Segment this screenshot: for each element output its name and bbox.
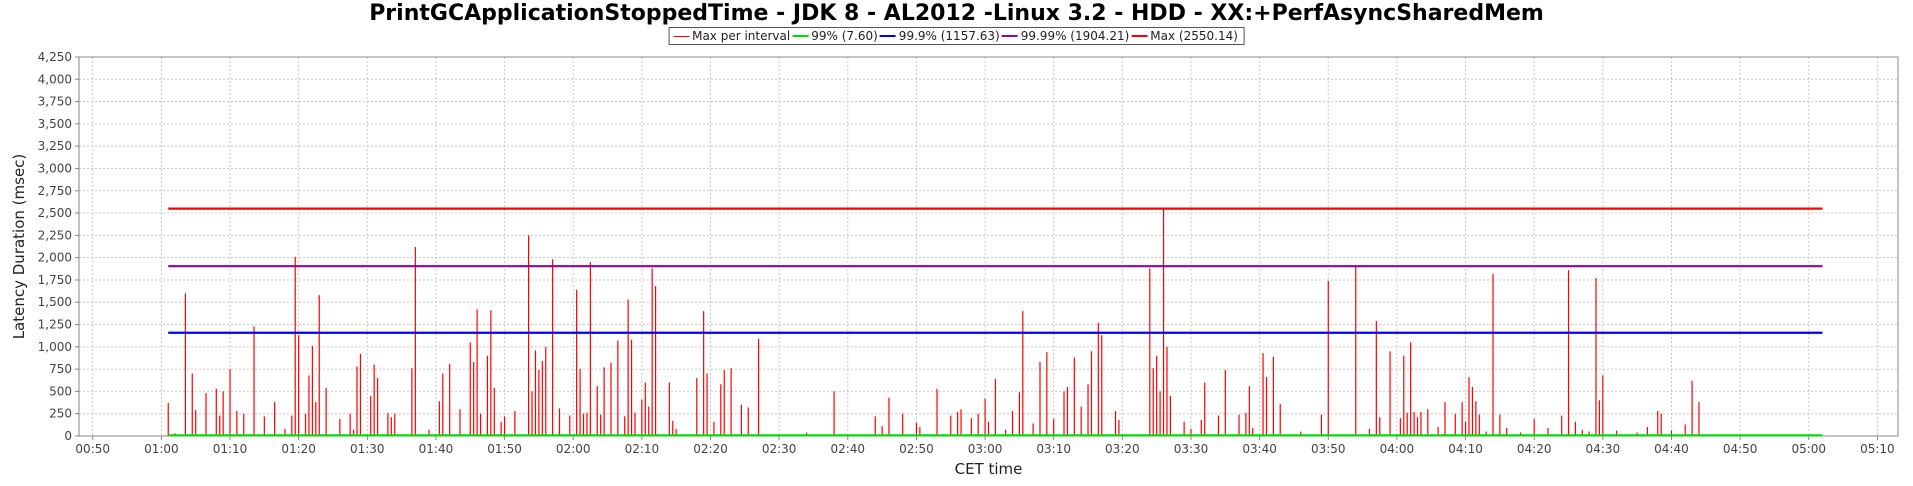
y-tick-label: 4,250: [38, 50, 72, 64]
x-tick-label: 04:50: [1723, 442, 1758, 456]
x-tick-label: 04:20: [1517, 442, 1552, 456]
x-tick-label: 03:30: [1174, 442, 1209, 456]
x-tick-label: 02:10: [625, 442, 660, 456]
y-tick-label: 1,250: [38, 318, 72, 332]
plot-background: [79, 57, 1898, 436]
legend-item-p9999: 99.99% (1904.21): [1001, 29, 1130, 43]
x-tick-label: 02:40: [830, 442, 865, 456]
x-tick-label: 02:20: [693, 442, 728, 456]
legend-item-max: Max (2550.14): [1131, 29, 1238, 43]
x-tick-label: 03:00: [968, 442, 1003, 456]
legend-label: Max per interval: [692, 29, 791, 43]
legend-item-p999: 99.9% (1157.63): [879, 29, 1000, 43]
x-tick-label: 01:20: [281, 442, 316, 456]
x-tick-label: 02:30: [762, 442, 797, 456]
x-tick-label: 03:20: [1105, 442, 1140, 456]
x-tick-label: 04:30: [1586, 442, 1621, 456]
x-tick-label: 01:00: [144, 442, 179, 456]
x-tick-label: 05:10: [1860, 442, 1895, 456]
y-tick-label: 750: [49, 362, 72, 376]
legend-item-p99: 99% (7.60): [792, 29, 878, 43]
legend-swatch: [879, 35, 896, 37]
x-tick-label: 03:10: [1036, 442, 1071, 456]
legend-item-max-per-interval: Max per interval: [673, 29, 790, 43]
x-tick-label: 01:10: [213, 442, 248, 456]
y-axis-label: Latency Duration (msec): [10, 154, 28, 340]
y-tick-label: 2,250: [38, 228, 72, 242]
x-tick-label: 04:40: [1654, 442, 1689, 456]
x-tick-label: 01:50: [487, 442, 522, 456]
y-tick-label: 3,500: [38, 117, 72, 131]
x-tick-label: 03:40: [1242, 442, 1277, 456]
y-tick-label: 2,750: [38, 184, 72, 198]
x-tick-label: 00:50: [75, 442, 110, 456]
y-tick-label: 3,750: [38, 95, 72, 109]
y-tick-label: 1,000: [38, 340, 72, 354]
legend-swatch: [792, 35, 809, 37]
x-tick-label: 03:50: [1311, 442, 1346, 456]
legend-swatch: [1131, 35, 1148, 37]
x-tick-label: 04:10: [1448, 442, 1483, 456]
x-axis-label: CET time: [955, 460, 1023, 478]
x-tick-label: 04:00: [1380, 442, 1415, 456]
y-tick-label: 3,000: [38, 161, 72, 175]
x-tick-label: 02:50: [899, 442, 934, 456]
y-tick-label: 0: [64, 429, 72, 443]
y-tick-label: 250: [49, 407, 72, 421]
y-tick-label: 500: [49, 384, 72, 398]
y-tick-label: 1,500: [38, 295, 72, 309]
legend-label: Max (2550.14): [1150, 29, 1238, 43]
y-tick-label: 2,000: [38, 251, 72, 265]
x-tick-label: 05:00: [1791, 442, 1826, 456]
y-tick-label: 2,500: [38, 206, 72, 220]
chart-legend: Max per interval 99% (7.60) 99.9% (1157.…: [668, 27, 1245, 45]
legend-label: 99.99% (1904.21): [1020, 29, 1130, 43]
legend-swatch: [1001, 35, 1018, 37]
x-tick-label: 02:00: [556, 442, 591, 456]
chart-title: PrintGCApplicationStoppedTime - JDK 8 - …: [369, 1, 1544, 26]
legend-swatch: [673, 35, 690, 37]
y-tick-label: 4,000: [38, 72, 72, 86]
x-tick-label: 01:40: [419, 442, 454, 456]
y-tick-label: 3,250: [38, 139, 72, 153]
x-tick-label: 01:30: [350, 442, 385, 456]
y-tick-label: 1,750: [38, 273, 72, 287]
legend-label: 99% (7.60): [811, 29, 878, 43]
legend-label: 99.9% (1157.63): [898, 29, 1000, 43]
